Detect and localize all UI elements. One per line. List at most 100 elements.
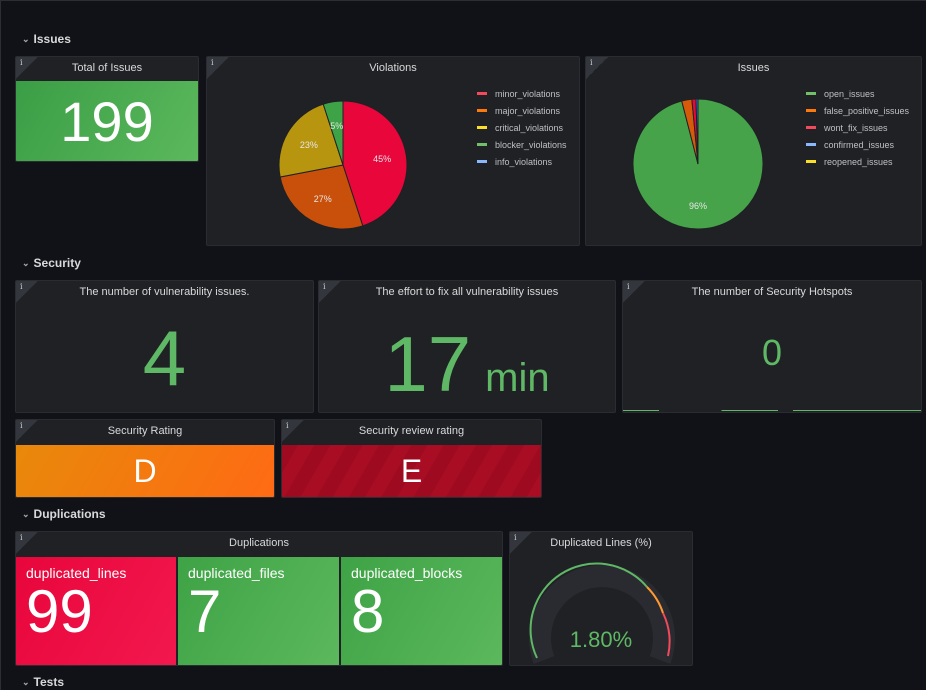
stat-value: 199 [16, 81, 198, 161]
row-title: Issues [33, 32, 71, 46]
pie-chart: 45% 27% 23% 5% [278, 100, 408, 230]
panel-security-hotspots[interactable]: i The number of Security Hotspots 0 [622, 280, 922, 413]
legend-swatch [806, 109, 816, 112]
legend-label: wont_fix_issues [824, 122, 888, 133]
stat-value: 17 [384, 320, 472, 408]
panel-title: Duplications [229, 537, 289, 549]
stat-value: E [282, 445, 541, 497]
legend-label: open_issues [824, 88, 875, 99]
panel-title: Violations [369, 62, 417, 74]
legend-item[interactable]: confirmed_issues [806, 136, 909, 153]
row-title: Tests [33, 675, 65, 689]
info-icon[interactable]: i [282, 420, 304, 442]
pie-slice-confirmed_issues[interactable] [695, 98, 699, 165]
pie-slice-label: 5% [330, 121, 343, 131]
pie-slice-minor_violations[interactable] [342, 100, 408, 227]
legend-item[interactable]: critical_violations [477, 119, 567, 136]
legend-item[interactable]: open_issues [806, 85, 909, 102]
info-icon[interactable]: i [207, 57, 229, 79]
panel-title: The number of Security Hotspots [691, 286, 853, 298]
legend-item[interactable]: minor_violations [477, 85, 567, 102]
legend-item[interactable]: blocker_violations [477, 136, 567, 153]
stat-value: 0 [761, 331, 783, 373]
panel-vulnerability-effort[interactable]: i The effort to fix all vulnerability is… [318, 280, 616, 413]
panel-vulnerability-issues[interactable]: i The number of vulnerability issues. 4 [15, 280, 314, 413]
info-icon[interactable]: i [623, 281, 645, 303]
pie-slice-label: 96% [689, 201, 707, 211]
info-icon[interactable]: i [16, 420, 38, 442]
legend-item[interactable]: wont_fix_issues [806, 119, 909, 136]
info-icon[interactable]: i [16, 57, 38, 79]
panel-title: The number of vulnerability issues. [79, 286, 250, 298]
panel-security-rating[interactable]: i Security Rating D [15, 419, 275, 498]
chevron-down-icon: ⌄ [22, 257, 30, 268]
pie-slice-major_violations[interactable] [279, 164, 364, 230]
gauge-value: 1.80% [569, 627, 633, 652]
row-security[interactable]: ⌄ Security [22, 256, 81, 270]
pie-slice-label: 23% [300, 140, 318, 150]
pie-chart: 96% [632, 98, 764, 230]
legend-swatch [477, 92, 487, 95]
legend-swatch [806, 126, 816, 129]
row-duplications[interactable]: ⌄ Duplications [22, 507, 106, 521]
legend-swatch [477, 126, 487, 129]
panel-title: Issues [737, 62, 770, 74]
panel-title: Security review rating [358, 425, 465, 437]
sparkline [623, 410, 921, 411]
info-icon[interactable]: i [16, 532, 38, 554]
legend-label: info_violations [495, 156, 553, 167]
panel-issues[interactable]: i Issues 96% open_issues false_positive_i… [585, 56, 922, 246]
legend-swatch [477, 109, 487, 112]
legend-swatch [806, 92, 816, 95]
stat-value: D [16, 445, 274, 497]
legend-swatch [806, 143, 816, 146]
legend: open_issues false_positive_issues wont_fix… [806, 85, 909, 170]
panel-title: Security Rating [107, 425, 183, 437]
pie-slice-label: 27% [314, 194, 332, 204]
panel-title: The effort to fix all vulnerability issu… [375, 286, 559, 298]
pie-slice-blocker_violations[interactable] [322, 100, 344, 166]
legend-label: blocker_violations [495, 139, 567, 150]
pie-slice-label: 45% [373, 154, 391, 164]
legend-label: minor_violations [495, 88, 561, 99]
info-icon[interactable]: i [510, 532, 532, 554]
panel-duplications[interactable]: i Duplications duplicated_lines 99 duplic… [15, 531, 503, 666]
legend: minor_violations major_violations critical… [477, 85, 567, 170]
row-title: Security [33, 256, 81, 270]
legend-label: confirmed_issues [824, 139, 895, 150]
pie-slice-critical_violations[interactable] [278, 103, 344, 178]
info-icon[interactable]: i [16, 281, 38, 303]
panel-violations[interactable]: i Violations 45% 27% 23% 5% minor_violation… [206, 56, 580, 246]
row-title: Duplications [33, 507, 106, 521]
legend-swatch [806, 160, 816, 163]
info-icon[interactable]: i [319, 281, 341, 303]
panel-total-issues[interactable]: i Total of Issues 199 [15, 56, 199, 162]
legend-item[interactable]: false_positive_issues [806, 102, 909, 119]
info-icon[interactable]: i [586, 57, 608, 79]
legend-item[interactable]: major_violations [477, 102, 567, 119]
row-tests[interactable]: ⌄ Tests [22, 675, 64, 689]
panel-security-review-rating[interactable]: i Security review rating E [281, 419, 542, 498]
legend-swatch [477, 160, 487, 163]
legend-label: major_violations [495, 105, 561, 116]
gauge [529, 562, 675, 664]
panel-title: Duplicated Lines (%) [550, 537, 652, 549]
legend-item[interactable]: info_violations [477, 153, 567, 170]
chevron-down-icon: ⌄ [22, 508, 30, 519]
row-issues[interactable]: ⌄ Issues [22, 32, 71, 46]
stat-duplicated-lines: duplicated_lines 99 [16, 557, 176, 665]
legend-label: reopened_issues [824, 156, 893, 167]
legend-swatch [477, 143, 487, 146]
legend-item[interactable]: reopened_issues [806, 153, 909, 170]
stat-duplicated-files: duplicated_files 7 [178, 557, 339, 665]
stat-value: 4 [142, 314, 187, 402]
chevron-down-icon: ⌄ [22, 33, 30, 44]
stat-duplicated-blocks: duplicated_blocks 8 [341, 557, 502, 665]
chevron-down-icon: ⌄ [22, 676, 30, 687]
legend-label: false_positive_issues [824, 105, 910, 116]
panel-duplicated-lines-gauge[interactable]: i Duplicated Lines (%) 1.80% [509, 531, 693, 666]
panel-title: Total of Issues [71, 62, 143, 74]
stat-unit: min [485, 356, 550, 400]
legend-label: critical_violations [495, 122, 564, 133]
